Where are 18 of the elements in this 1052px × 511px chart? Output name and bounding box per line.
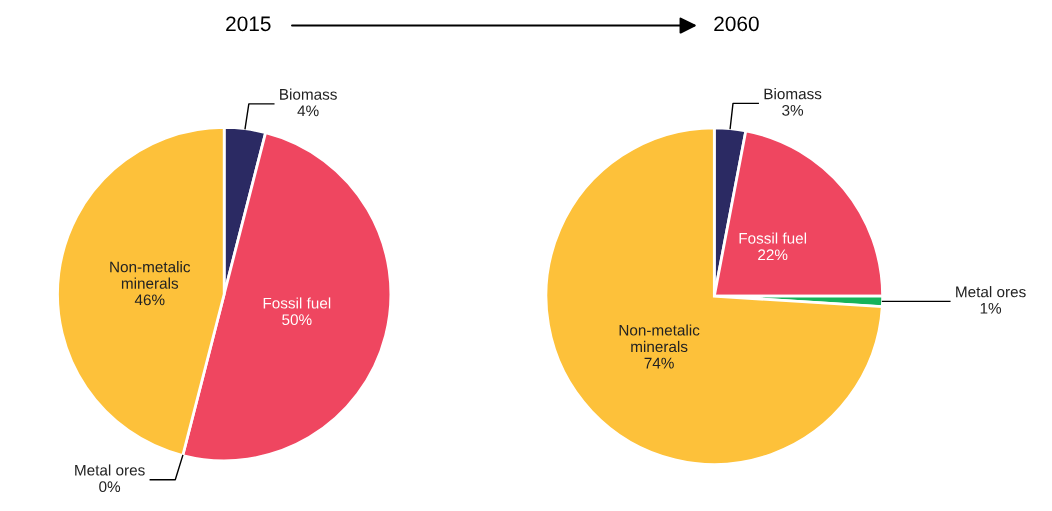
- chart-title: 2015: [226, 16, 271, 32]
- data-label: 3%: [782, 104, 804, 116]
- legend-label: Metal ores: [75, 464, 145, 476]
- data-label: 46%: [134, 294, 165, 306]
- slice-label: Fossil fuel: [263, 297, 331, 309]
- slice-label: Non-metalic minerals: [110, 261, 191, 289]
- data-label: 4%: [297, 105, 319, 117]
- chart-title: 2060: [714, 16, 759, 32]
- slice-label: Biomass: [764, 88, 822, 100]
- data-label: 50%: [282, 314, 312, 326]
- slice-label: Fossil fuel: [739, 232, 807, 244]
- data-label: 22%: [758, 249, 788, 261]
- data-label: 74%: [644, 357, 674, 369]
- slice-label: Metal ores: [956, 286, 1026, 298]
- slice-label: Biomass: [280, 88, 337, 100]
- slice-label: Non-metalic minerals: [619, 324, 700, 353]
- data-label: 1%: [980, 302, 1002, 314]
- text: 0%: [99, 481, 121, 493]
